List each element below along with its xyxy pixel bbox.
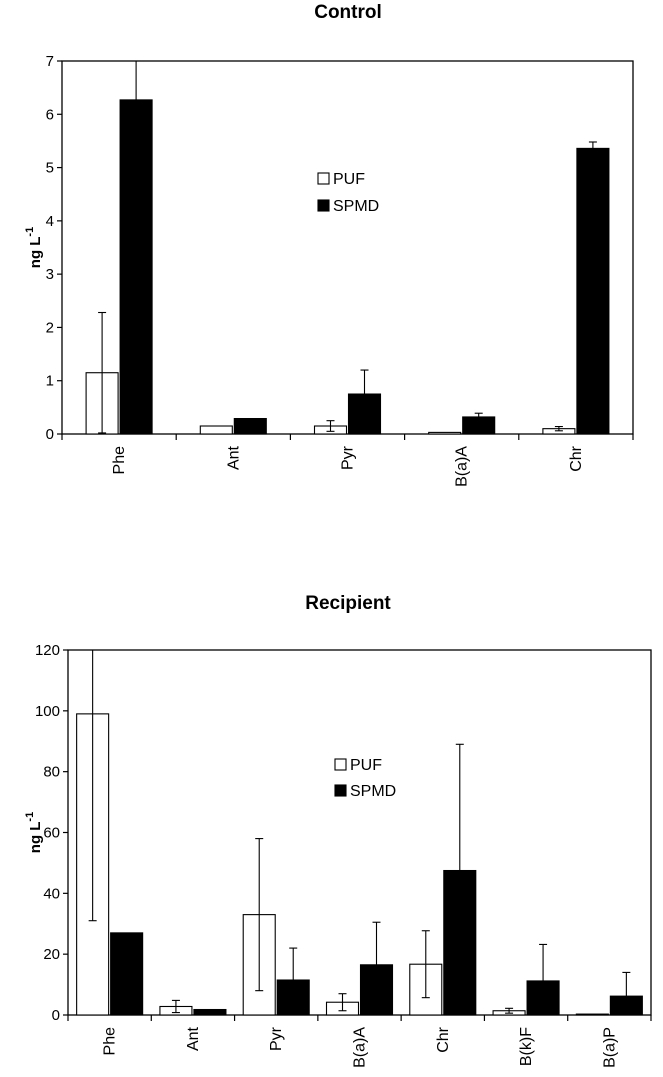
plot-frame (67, 649, 652, 1016)
legend-label-spmd: SPMD (333, 198, 379, 215)
x-category-label: Ant (225, 445, 242, 470)
chart-title: Recipient (305, 593, 391, 614)
x-category-label: Pyr (340, 445, 357, 470)
bar-spmd-ant (233, 417, 267, 435)
bar-spmd-phe (110, 932, 144, 1016)
x-category-label: Phe (111, 446, 128, 475)
y-tick-label: 3 (46, 266, 54, 283)
x-category-label: B(a)A (352, 1027, 369, 1068)
legend-label-spmd: SPMD (350, 783, 396, 800)
bar-puf-bap (575, 1013, 609, 1016)
x-category-label: Chr (568, 445, 585, 471)
legend-label-puf: PUF (350, 757, 382, 774)
chart-1: Control 0 1 2 3 4 5 6 7 ng L-1 Phe Ant Pyr B(a)A Chr PU… (24, 2, 634, 487)
y-tick-label: 6 (46, 106, 54, 123)
y-tick-label: 5 (46, 160, 54, 177)
y-tick-label: 0 (46, 426, 54, 443)
y-axis-label: ng L-1 (24, 812, 44, 853)
legend-swatch-puf (317, 172, 330, 185)
x-category-label: B(a)P (601, 1027, 618, 1068)
y-tick-label: 120 (35, 642, 60, 659)
legend-swatch-spmd (317, 199, 330, 212)
y-tick-label: 1 (46, 373, 54, 390)
chart-2: Recipient 0 20 40 60 80 100 120 ng L-1 Phe Ant Pyr B… (24, 593, 652, 1068)
legend-swatch-puf (334, 758, 347, 771)
legend-swatch-spmd (334, 784, 347, 797)
x-category-label: Pyr (268, 1026, 285, 1051)
x-category-label: Phe (102, 1027, 119, 1056)
y-tick-label: 80 (43, 764, 60, 781)
bar-spmd-ant (193, 1008, 227, 1016)
bar-spmd-chr (576, 147, 610, 435)
bar-puf-baa (428, 431, 462, 435)
x-category-label: Ant (185, 1026, 202, 1051)
y-tick-label: 20 (43, 946, 60, 963)
x-category-label: B(k)F (518, 1027, 535, 1066)
y-tick-label: 0 (52, 1007, 60, 1024)
y-tick-label: 60 (43, 825, 60, 842)
bar-puf-ant (199, 425, 233, 435)
x-category-label: B(a)A (454, 446, 471, 487)
plot-frame (61, 60, 634, 435)
legend-label-puf: PUF (333, 171, 365, 188)
y-axis-label: ng L-1 (24, 227, 44, 268)
y-tick-label: 40 (43, 885, 60, 902)
y-tick-label: 100 (35, 703, 60, 720)
chart-title: Control (314, 2, 382, 23)
y-tick-label: 7 (46, 53, 54, 70)
y-tick-label: 4 (46, 213, 54, 230)
bar-spmd-phe (119, 99, 153, 435)
y-tick-label: 2 (46, 319, 54, 336)
x-category-label: Chr (435, 1026, 452, 1052)
